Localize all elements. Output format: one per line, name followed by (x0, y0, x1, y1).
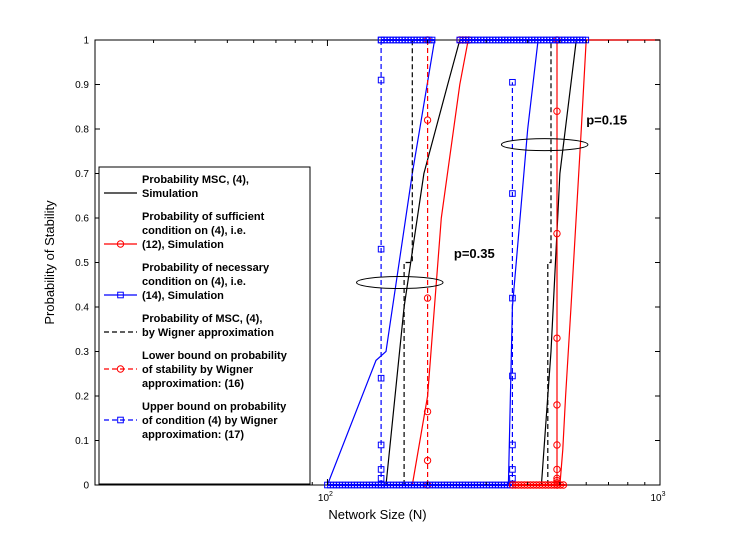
circle-marker (423, 294, 432, 302)
y-tick-label: 0.6 (75, 214, 89, 225)
y-tick-label: 1 (83, 36, 89, 47)
x-tick-label: 103 (650, 491, 665, 504)
markers-layer (324, 36, 590, 489)
circle-marker (116, 240, 125, 248)
legend-entry-4: Lower bound on probability of stability … (104, 350, 288, 390)
series-3 (403, 40, 552, 485)
circle-marker (553, 334, 561, 342)
series-line (326, 39, 436, 486)
legend-entry-2: Probability of necessary condition on (4)… (104, 262, 270, 302)
legend-label: condition on (4), i.e. (142, 276, 246, 288)
annotation-label: p=0.35 (454, 246, 495, 261)
legend-label: (12), Simulation (142, 239, 224, 251)
circle-marker (556, 481, 565, 489)
square-marker (377, 441, 385, 449)
series-line (403, 40, 413, 485)
y-tick-label: 0.1 (75, 436, 89, 447)
y-tick-label: 0.3 (75, 347, 89, 358)
circle-marker (553, 465, 561, 474)
series-line (547, 40, 552, 485)
legend-entry-3: Probability of MSC, (4), by Wigner approx… (104, 313, 274, 339)
legend-label: approximation: (17) (142, 429, 244, 441)
square-marker (377, 76, 385, 84)
square-marker (509, 190, 516, 197)
square-marker (509, 475, 516, 482)
annotation-label: p=0.15 (586, 113, 627, 128)
legend-label: Lower bound on probability (142, 350, 288, 362)
baseline-markers-1 (508, 481, 568, 489)
legend-label: Probability of necessary (142, 262, 270, 274)
legend-box (98, 166, 311, 485)
circle-marker (116, 365, 125, 373)
x-tick-label: 102 (318, 491, 333, 504)
y-tick-label: 0 (83, 481, 89, 492)
annotation-ellipse (500, 138, 589, 152)
annotation-layer: p=0.35 p=0.15 (356, 113, 627, 290)
legend-label: Upper bound on probability (142, 401, 287, 413)
legend-entry-5: Upper bound on probability of condition … (104, 401, 287, 441)
y-tick-label: 0.4 (75, 303, 89, 314)
y-tick-label: 0.2 (75, 392, 89, 403)
legend-entry-1: Probability of sufficient condition on (4… (104, 211, 265, 251)
square-marker (509, 294, 516, 302)
legend-label: of stability by Wigner (142, 364, 254, 376)
square-marker (377, 245, 385, 253)
square-marker (509, 78, 516, 86)
legend-label: Probability of MSC, (4), (142, 313, 262, 325)
y-tick-label: 0.8 (75, 125, 89, 136)
square-marker (428, 36, 436, 44)
square-marker (377, 374, 385, 382)
series-5 (380, 40, 513, 485)
legend-label: condition on (4), i.e. (142, 225, 246, 237)
legend-label: approximation: (16) (142, 378, 244, 390)
annotation-ellipse (356, 276, 444, 290)
legend-label: Probability MSC, (4), (142, 174, 249, 186)
legend-label: Simulation (142, 188, 199, 200)
baseline-markers-2 (377, 36, 436, 44)
y-axis-label: Probability of Stability (42, 200, 57, 325)
square-marker (509, 466, 516, 473)
legend-label: by Wigner approximation (142, 327, 274, 339)
legend: Probability MSC, (4),SimulationProbabili… (98, 166, 311, 485)
legend-label: (14), Simulation (142, 290, 224, 302)
legend-label: of condition (4) by Wigner (142, 415, 278, 427)
legend-label: Probability of sufficient (142, 211, 265, 223)
baseline-markers-4 (456, 36, 590, 44)
circle-marker (553, 401, 561, 409)
square-marker (377, 466, 385, 473)
legend-entry-0: Probability MSC, (4), Simulation (104, 174, 249, 200)
ticks-layer: 0 0.1 0.2 0.3 0.4 0.5 0.6 0.7 0.8 0.9 1 102 103 (75, 36, 666, 505)
square-marker (509, 372, 516, 380)
square-marker (377, 475, 385, 482)
circle-marker (553, 229, 561, 238)
circle-marker (423, 456, 432, 465)
y-tick-label: 0.5 (75, 258, 89, 269)
circle-marker (423, 407, 432, 416)
circle-marker (553, 441, 561, 449)
y-tick-label: 0.9 (75, 80, 89, 91)
y-tick-label: 0.7 (75, 169, 89, 180)
square-marker (117, 291, 124, 299)
circle-marker (423, 116, 432, 124)
x-axis-label: Network Size (N) (328, 507, 426, 522)
square-marker (509, 441, 516, 449)
square-marker (117, 416, 124, 424)
baseline-markers-0 (324, 481, 514, 489)
circle-marker (553, 107, 561, 115)
